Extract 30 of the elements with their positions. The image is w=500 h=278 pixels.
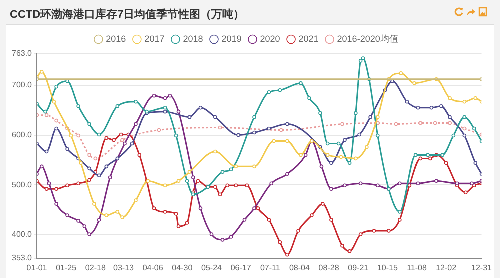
x-tick-label: 12-31	[472, 263, 493, 272]
legend-label: 2016-2020均值	[337, 34, 398, 44]
x-tick-label: 04-06	[142, 263, 164, 272]
y-tick-label: 500.0	[12, 180, 33, 190]
x-tick-label: 04-30	[172, 263, 194, 272]
x-tick-label: 01-01	[26, 263, 48, 272]
x-tick-label: 08-28	[318, 263, 340, 272]
x-tick-label: 11-08	[407, 263, 428, 272]
y-tick-label: 763.0	[12, 49, 33, 58]
x-tick-label: 01-25	[56, 263, 78, 272]
x-tick-label: 06-17	[230, 263, 252, 272]
legend-label: 2021	[298, 34, 319, 44]
y-tick-label: 600.0	[12, 130, 33, 140]
y-tick-label: 700.0	[12, 80, 33, 90]
x-tick-label: 05-24	[202, 263, 223, 272]
x-tick-label: 07-11	[260, 263, 281, 272]
legend-label: 2016	[106, 34, 126, 44]
x-tick-label: 12-02	[436, 263, 458, 272]
legend-label: 2020	[260, 34, 280, 44]
legend-label: 2019	[222, 34, 242, 44]
legend-label: 2018	[183, 34, 204, 44]
y-tick-label: 353.0	[12, 254, 33, 263]
chart-title: CCTD环渤海港口库存7日均值季节性图（万吨）	[10, 8, 245, 22]
x-tick-label: 08-04	[289, 263, 310, 272]
x-tick-label: 09-21	[348, 263, 370, 272]
x-tick-label: 10-15	[377, 263, 398, 272]
x-tick-label: 02-18	[85, 263, 106, 272]
x-tick-label: 03-13	[114, 263, 135, 272]
legend-label: 2017	[144, 34, 165, 44]
y-tick-label: 400.0	[12, 230, 33, 240]
